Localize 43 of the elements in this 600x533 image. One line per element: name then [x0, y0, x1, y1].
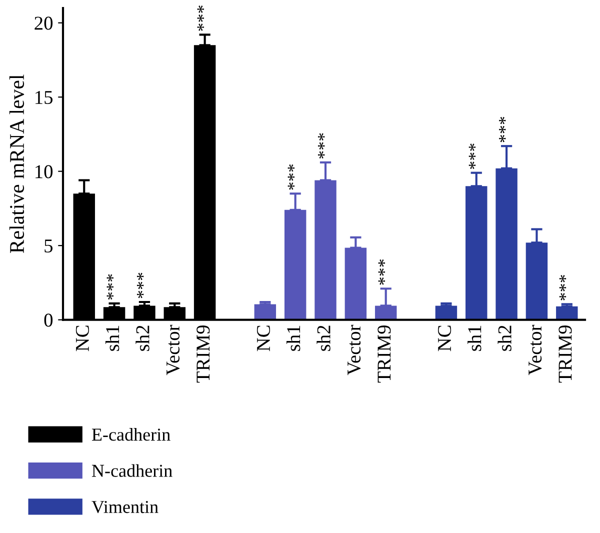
y-tick-label: 20	[34, 16, 53, 30]
x-tick-label: sh1	[468, 326, 482, 351]
legend-label: N-cadherin	[92, 464, 172, 477]
data-label: ***	[378, 259, 385, 285]
data-label: ***	[106, 274, 114, 300]
bar	[466, 186, 488, 320]
data-label: ***	[318, 133, 325, 159]
x-tick-label: Vector	[166, 324, 180, 376]
bar	[496, 168, 518, 320]
data-label: ***	[559, 275, 566, 300]
data-label: ***	[136, 272, 144, 298]
data-label: ***	[468, 144, 476, 169]
x-tick-label: NC	[438, 326, 452, 352]
data-label: ***	[288, 164, 294, 190]
y-tick-label: 10	[36, 165, 53, 178]
bar	[435, 306, 458, 320]
x-tick-label: sh1	[105, 326, 120, 351]
y-axis-title: Relative mRNA level	[9, 74, 24, 253]
y-tick-label: 0	[44, 314, 53, 327]
x-tick-label: Vector	[528, 324, 542, 376]
x-tick-label: NC	[256, 326, 270, 352]
legend-label: Vimentin	[92, 500, 158, 514]
data-label: ***	[197, 6, 204, 31]
x-tick-label: TRIM9	[378, 325, 391, 383]
bar	[526, 242, 548, 320]
bar	[556, 306, 578, 320]
bar	[314, 180, 336, 320]
x-tick-label: sh2	[136, 326, 150, 351]
y-tick-label: 5	[44, 240, 53, 252]
y-tick-label: 15	[36, 90, 53, 104]
bar	[254, 304, 276, 320]
x-tick-label: sh2	[498, 326, 512, 351]
x-tick-label: Vector	[348, 324, 361, 376]
x-tick-label: NC	[76, 326, 89, 352]
bar	[344, 248, 367, 320]
x-tick-label: sh1	[286, 326, 300, 351]
x-tick-label: TRIM9	[558, 325, 572, 383]
x-tick-label: sh2	[316, 326, 330, 351]
data-label: ***	[499, 116, 506, 142]
bar	[284, 210, 306, 320]
bar	[374, 306, 397, 320]
x-tick-label: TRIM9	[196, 325, 210, 383]
legend-label: E-cadherin	[92, 428, 170, 441]
